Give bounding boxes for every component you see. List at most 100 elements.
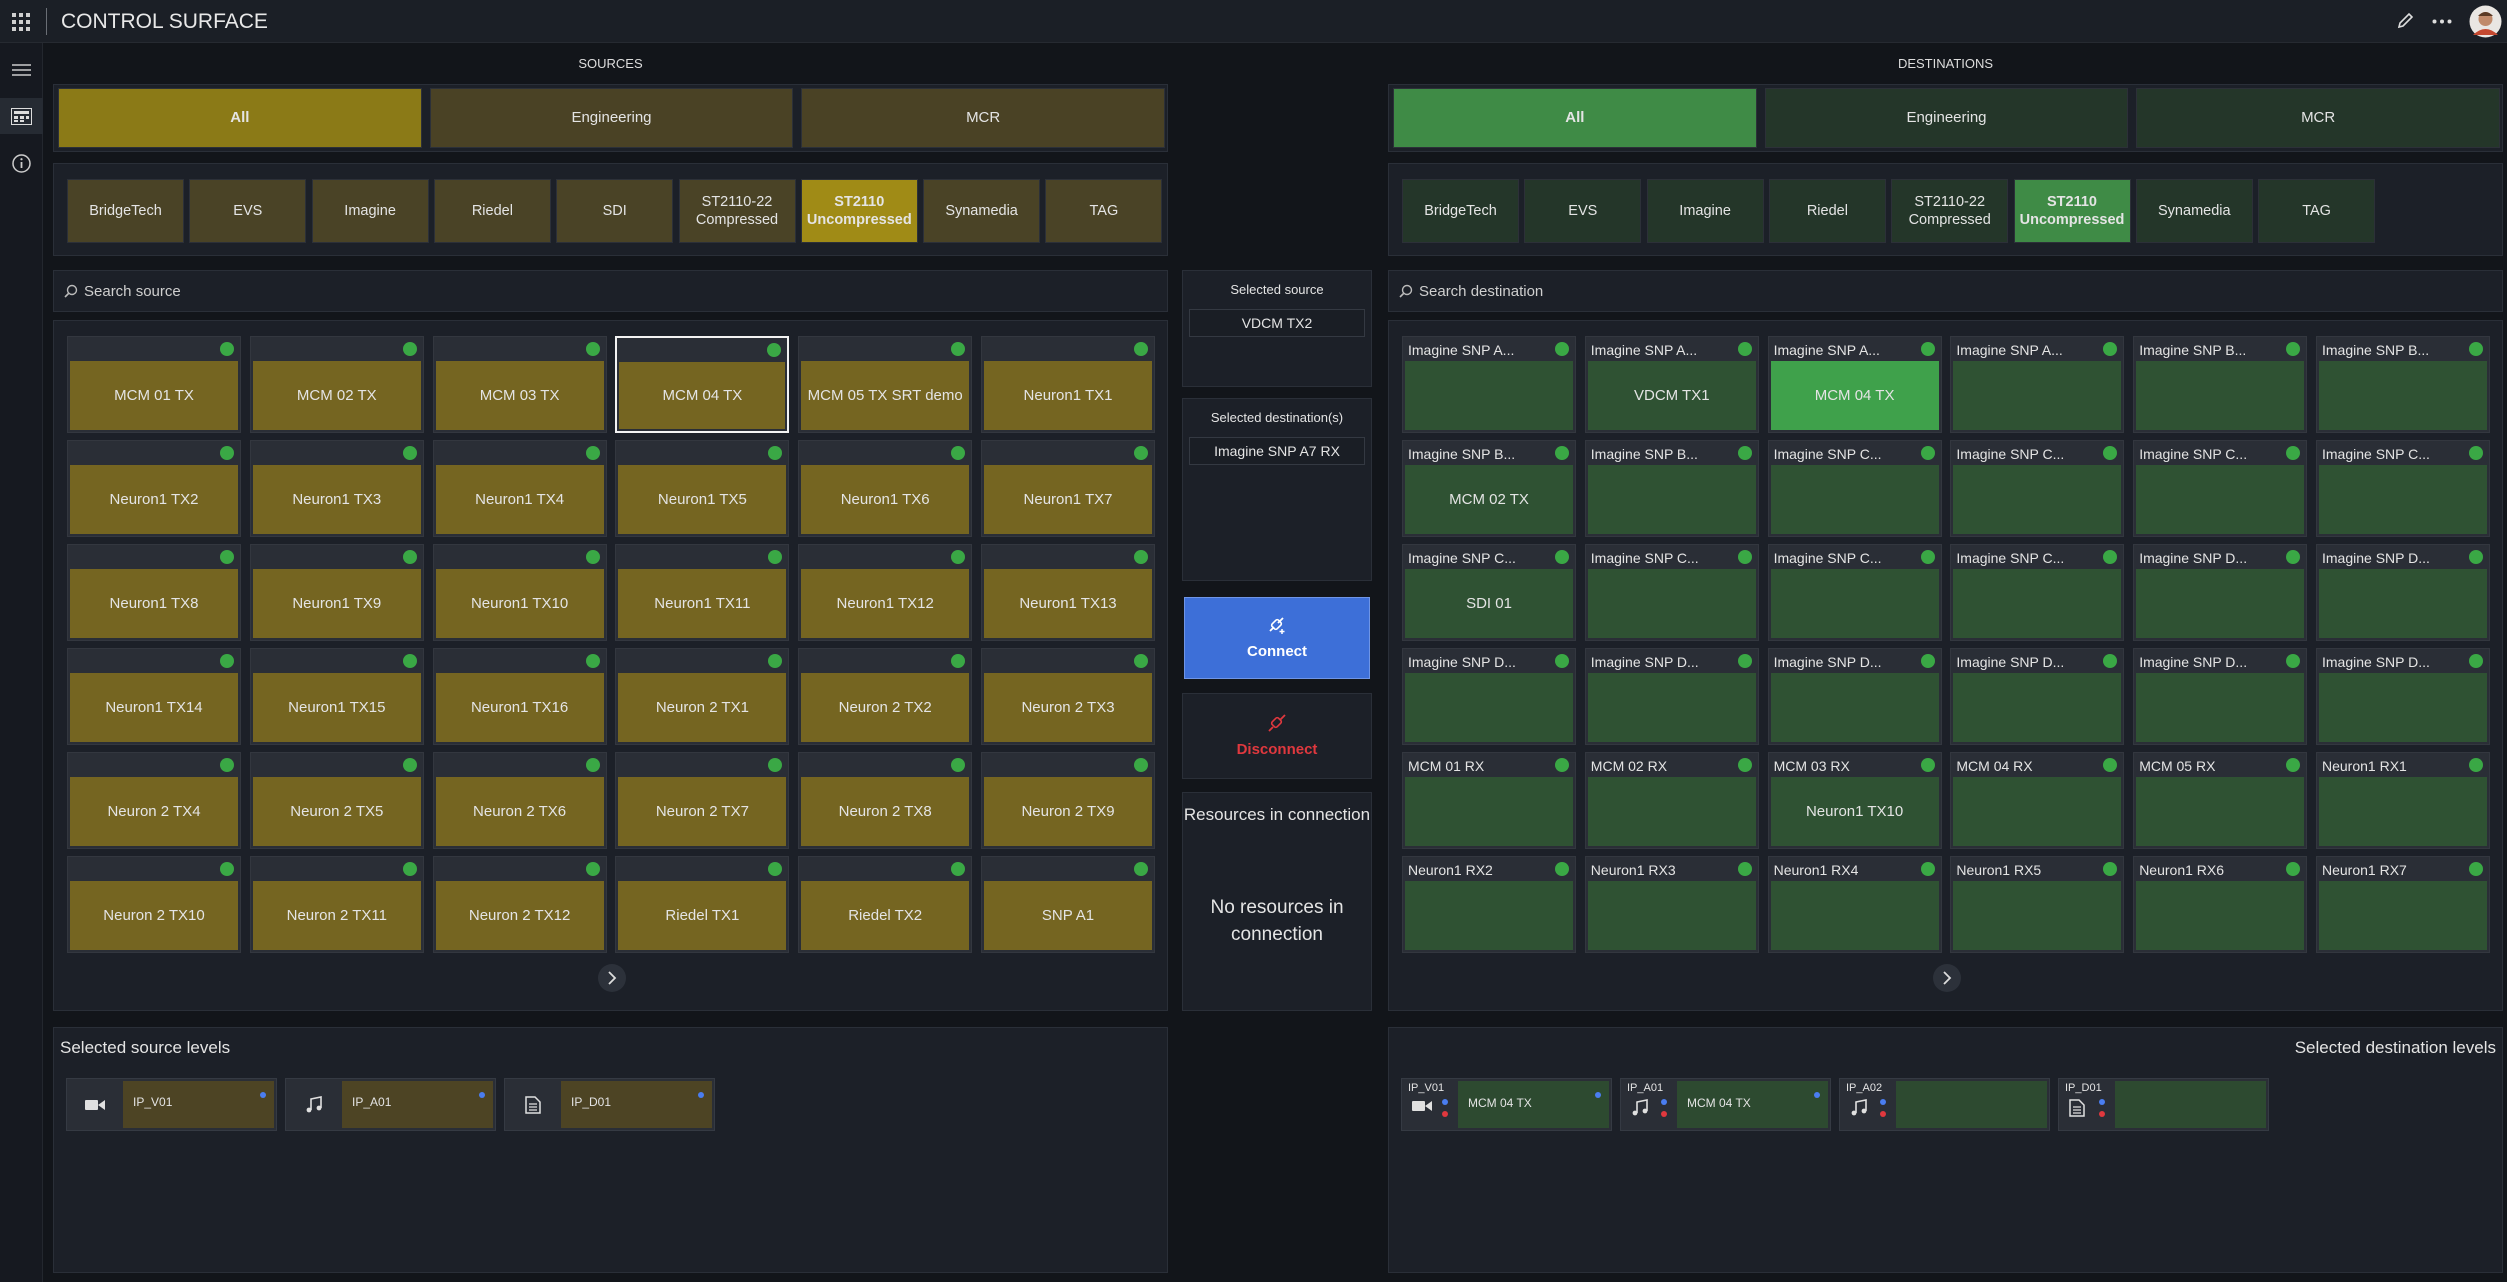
tile[interactable]: Neuron 2 TX6 [432,752,607,849]
tile[interactable]: Neuron 2 TX4 [67,752,241,849]
connect-button[interactable]: Connect [1184,597,1370,679]
tile[interactable]: Imagine SNP C... [1584,544,1759,641]
tile[interactable]: Neuron 2 TX1 [615,648,790,745]
tile[interactable]: Neuron1 TX5 [615,440,790,537]
tile[interactable]: Imagine SNP C... [1767,440,1942,537]
tile[interactable]: Imagine SNP A... [1402,336,1576,433]
tile[interactable]: Imagine SNP C... [2316,440,2490,537]
filter-button[interactable]: ST2110 Uncompressed [2013,179,2131,243]
group-button[interactable]: MCR [2136,88,2500,148]
tile[interactable]: Imagine SNP A... VDCM TX1 [1584,336,1759,433]
disconnect-button[interactable]: Disconnect [1182,693,1372,779]
tile[interactable]: Neuron 2 TX7 [615,752,790,849]
filter-button[interactable]: TAG [2258,179,2376,243]
filter-button[interactable]: Imagine [1646,179,1764,243]
edit-icon[interactable] [2396,12,2414,30]
tile[interactable]: Imagine SNP C... SDI 01 [1402,544,1576,641]
filter-button[interactable]: ST2110 Uncompressed [800,179,918,243]
group-button[interactable]: All [58,88,422,148]
tile[interactable]: Neuron1 RX1 [2316,752,2490,849]
tile[interactable]: MCM 05 TX SRT demo [798,336,973,433]
group-button[interactable]: MCR [801,88,1165,148]
tile[interactable]: Imagine SNP D... [2133,648,2308,745]
tile[interactable]: MCM 03 TX [432,336,607,433]
tile[interactable]: Neuron1 TX16 [432,648,607,745]
level-item[interactable]: IP_A01 MCM 04 TX [1620,1078,1831,1131]
tile[interactable]: MCM 04 TX [615,336,790,433]
tile[interactable]: Neuron1 TX9 [249,544,424,641]
tile[interactable]: Neuron1 TX3 [249,440,424,537]
tile[interactable]: Imagine SNP D... [2316,544,2490,641]
tile[interactable]: Neuron1 TX6 [798,440,973,537]
info-icon[interactable] [12,154,31,173]
filter-button[interactable]: ST2110-22 Compressed [678,179,796,243]
filter-button[interactable]: Synamedia [923,179,1041,243]
tile[interactable]: Imagine SNP C... [1767,544,1942,641]
tile[interactable]: Neuron1 RX4 [1767,856,1942,953]
tile[interactable]: Neuron1 TX8 [67,544,241,641]
tile[interactable]: Neuron1 TX12 [798,544,973,641]
more-icon[interactable] [2432,19,2452,24]
tile[interactable]: Imagine SNP D... [1584,648,1759,745]
tile[interactable]: MCM 01 TX [67,336,241,433]
level-item[interactable]: IP_V01 [66,1078,277,1131]
tile[interactable]: Imagine SNP B... [2133,336,2308,433]
filter-button[interactable]: EVS [1524,179,1642,243]
surface-icon[interactable] [11,108,32,125]
tile[interactable]: Neuron1 TX11 [615,544,790,641]
tile[interactable]: Neuron1 TX1 [981,336,1155,433]
tile[interactable]: MCM 03 RX Neuron1 TX10 [1767,752,1942,849]
tile[interactable]: Neuron 2 TX5 [249,752,424,849]
tile[interactable]: Neuron1 TX2 [67,440,241,537]
tile[interactable]: Riedel TX1 [615,856,790,953]
tile[interactable]: Imagine SNP B... MCM 02 TX [1402,440,1576,537]
tile[interactable]: Neuron 2 TX8 [798,752,973,849]
tile[interactable]: Neuron1 TX13 [981,544,1155,641]
tile[interactable]: Imagine SNP D... [2316,648,2490,745]
tile[interactable]: Neuron1 RX2 [1402,856,1576,953]
filter-button[interactable]: ST2110-22 Compressed [1891,179,2009,243]
search-box[interactable]: Search destination [1388,270,2503,312]
filter-button[interactable]: BridgeTech [1402,179,1519,243]
tile[interactable]: MCM 02 TX [249,336,424,433]
group-button[interactable]: All [1393,88,1757,148]
tile[interactable]: MCM 05 RX [2133,752,2308,849]
tile[interactable]: Imagine SNP D... [1950,648,2125,745]
tile[interactable]: Neuron1 RX3 [1584,856,1759,953]
filter-button[interactable]: EVS [189,179,307,243]
tile[interactable]: MCM 01 RX [1402,752,1576,849]
filter-button[interactable]: TAG [1045,179,1163,243]
tile[interactable]: Neuron1 TX7 [981,440,1155,537]
tile[interactable]: Neuron1 TX14 [67,648,241,745]
tile[interactable]: Neuron1 RX5 [1950,856,2125,953]
tile[interactable]: Imagine SNP D... [2133,544,2308,641]
tile[interactable]: Neuron1 TX10 [432,544,607,641]
tile[interactable]: Neuron1 TX4 [432,440,607,537]
filter-button[interactable]: Synamedia [2135,179,2253,243]
tile[interactable]: Imagine SNP A... [1950,336,2125,433]
tile[interactable]: Riedel TX2 [798,856,973,953]
tile[interactable]: Imagine SNP B... [1584,440,1759,537]
group-button[interactable]: Engineering [1764,88,2129,148]
tile[interactable]: MCM 04 RX [1950,752,2125,849]
tile[interactable]: SNP A1 [981,856,1155,953]
tile[interactable]: Neuron 2 TX3 [981,648,1155,745]
tile[interactable]: Imagine SNP C... [1950,544,2125,641]
filter-button[interactable]: SDI [556,179,674,243]
level-item[interactable]: IP_A02 [1839,1078,2050,1131]
tile[interactable]: MCM 02 RX [1584,752,1759,849]
tile[interactable]: Imagine SNP D... [1767,648,1942,745]
tile[interactable]: Neuron 2 TX9 [981,752,1155,849]
next-page[interactable] [597,964,626,992]
filter-button[interactable]: Riedel [433,179,551,243]
next-page[interactable] [1932,964,1961,992]
tile[interactable]: Imagine SNP C... [2133,440,2308,537]
avatar[interactable] [2469,5,2502,38]
tile[interactable]: Neuron 2 TX2 [798,648,973,745]
menu-icon[interactable] [12,63,31,77]
tile[interactable]: Neuron1 TX15 [249,648,424,745]
level-item[interactable]: IP_D01 [504,1078,715,1131]
level-item[interactable]: IP_A01 [285,1078,496,1131]
tile[interactable]: Imagine SNP C... [1950,440,2125,537]
tile[interactable]: Imagine SNP A... MCM 04 TX [1767,336,1942,433]
